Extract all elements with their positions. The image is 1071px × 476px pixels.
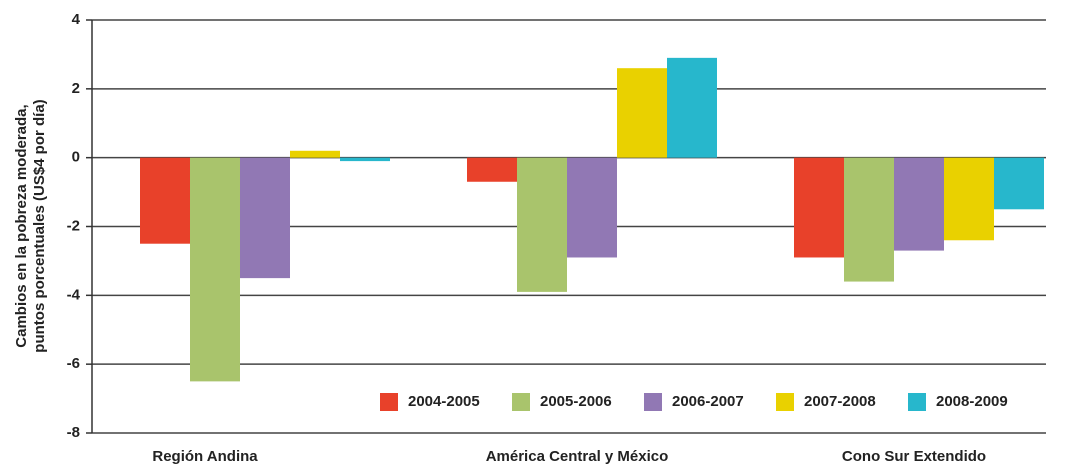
legend-label: 2005-2006 (540, 393, 612, 410)
bar (140, 157, 190, 244)
x-tick-label: Cono Sur Extendido (842, 448, 986, 465)
x-tick-label: Región Andina (152, 448, 258, 465)
bar (994, 157, 1044, 210)
y-tick-label: -6 (67, 355, 80, 372)
bar (944, 157, 994, 241)
bar (467, 157, 517, 182)
y-axis-label: Cambios en la pobreza moderada, (13, 104, 30, 347)
legend-swatch (776, 393, 794, 411)
x-tick-label: América Central y México (486, 448, 669, 465)
bar (240, 157, 290, 279)
y-tick-label: -2 (67, 217, 80, 234)
bar (794, 157, 844, 258)
legend-swatch (380, 393, 398, 411)
bar (340, 157, 390, 162)
bar (517, 157, 567, 292)
bar (617, 68, 667, 158)
legend-swatch (512, 393, 530, 411)
bar (290, 150, 340, 158)
legend-label: 2008-2009 (936, 393, 1008, 410)
bar (894, 157, 944, 251)
bar (567, 157, 617, 258)
legend-swatch (644, 393, 662, 411)
legend-label: 2006-2007 (672, 393, 744, 410)
legend-label: 2004-2005 (408, 393, 480, 410)
bar (190, 157, 240, 382)
y-tick-label: 0 (72, 149, 80, 166)
bar (667, 57, 717, 158)
legend-label: 2007-2008 (804, 393, 876, 410)
y-tick-label: 4 (72, 11, 81, 28)
y-tick-label: 2 (72, 80, 80, 97)
y-tick-label: -8 (67, 424, 80, 441)
legend-swatch (908, 393, 926, 411)
y-tick-label: -4 (67, 286, 81, 303)
y-axis-label: puntos porcentuales (US$4 por día) (31, 99, 48, 352)
bar (844, 157, 894, 282)
